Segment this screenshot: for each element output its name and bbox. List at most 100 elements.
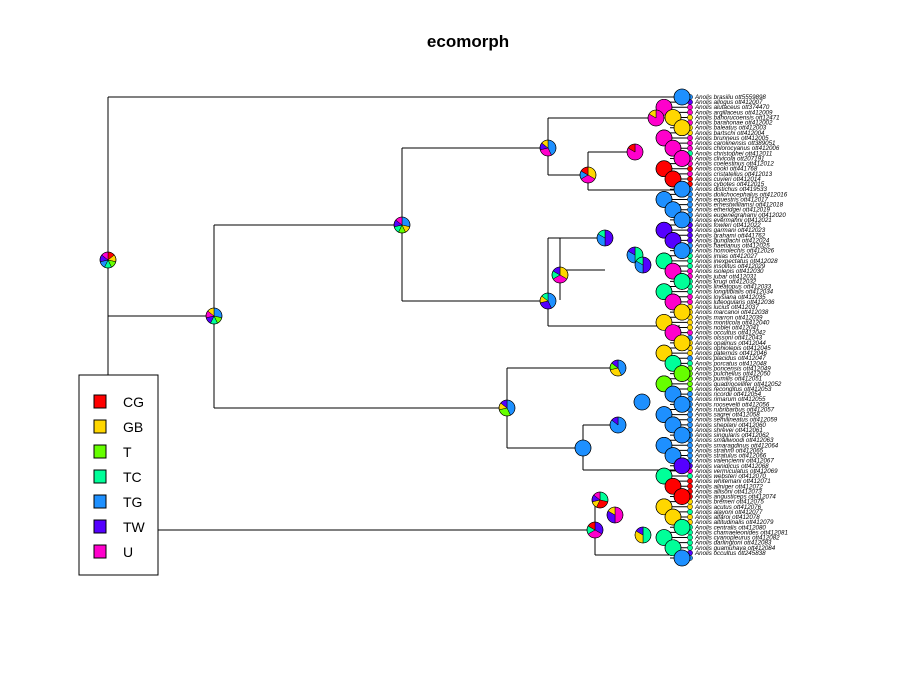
pie-outline [609,416,627,434]
tip-label: Anolis centralis ott412080 [694,524,766,531]
tip-label: Anolis altitudinalis ott412079 [694,519,774,526]
tip-state-dot [687,145,693,152]
tip-label: Anolis occultus ott412042 [694,330,766,337]
tip-state-dot [687,232,693,239]
tip-state-dot [687,539,693,546]
pie-outline [655,529,673,546]
pie-outline [655,344,673,362]
node-pie [579,166,597,184]
tip-label: Anolis fowleri ott412022 [694,222,761,229]
tip-label: Anolis marron ott412039 [694,314,763,321]
pie-outline [664,416,682,434]
tip-label: Anolis luteogularis ott412036 [694,299,775,306]
tip-label: Anolis homolechis ott412026 [694,248,775,255]
tip-label: Anolis guamuhaya ott412084 [694,545,776,552]
pie-outline [655,437,673,454]
tip-label: Anolis whitemani ott412071 [694,478,771,485]
tip-label: Anolis etheridgei ott412019 [694,207,771,214]
tip-label: Anolis angusticeps ott412074 [694,494,776,501]
pie-outline [655,283,673,300]
tip-label: Anolis jubar ott412031 [694,273,757,280]
pie-outline [574,439,592,457]
tip-state-dot [687,514,693,520]
tip-state-dot [687,534,693,541]
node-pie [205,307,223,325]
tip-pie [673,273,691,290]
pie-outline [551,266,569,284]
pie-outline [673,488,691,505]
tip-label: Anolis alayoni ott412077 [694,509,763,516]
tip-label: Anolis cuvieri ott412014 [694,176,761,183]
tip-state-dot [687,206,693,213]
node-pie [609,416,627,434]
pie-outline [673,396,691,413]
tip-state-dot [687,288,693,295]
pie-outline [655,498,673,516]
tip-state-dot [687,201,693,208]
legend-swatch [93,394,107,409]
legend-swatch [93,494,107,509]
pie-outline [673,426,691,444]
tip-label: Anolis dolichocephalus ott412016 [694,191,788,198]
pie-outline [664,262,682,280]
tip-label: Anolis porcatus ott412048 [694,360,767,367]
tip-label: Anolis opalinus ott412044 [694,340,766,347]
tip-pie [673,365,691,382]
tip-label: Anolis equestris ott412017 [694,196,768,203]
pie-outline [664,508,682,526]
tip-state-dot [687,170,693,177]
legend-label: U [123,544,133,560]
tip-state-dot [687,452,693,459]
pie-outline [634,526,652,544]
tip-state-dot [687,355,693,362]
pie-outline [664,324,682,341]
pie-outline [586,521,604,539]
tip-label: Anolis monticola ott412040 [694,319,770,326]
tip-state-dot [687,411,693,418]
tip-label: Anolis roosevelti ott412056 [694,401,770,408]
tip-pie [673,180,691,198]
tip-pie [673,211,691,229]
tip-label: Anolis ricordii ott412054 [694,391,762,398]
pie-outline [99,251,117,269]
tip-label: Anolis krugi ott412032 [694,278,757,285]
tip-label: Anolis websteri ott412070 [694,473,766,480]
pie-outline [664,139,682,157]
plot-title: ecomorph [427,32,509,51]
tip-pie [673,242,691,259]
pie-outline [673,365,691,382]
node-pie [498,399,516,417]
node-pie [634,256,652,274]
legend-label: T [123,444,132,460]
tip-label: Anolis allogus ott412007 [694,99,763,106]
pie-outline [655,314,673,331]
pie-outline [626,143,644,161]
tip-label: Anolis coelestinus ott412012 [694,161,774,168]
tip-state-dot [687,350,693,356]
tip-state-dot [687,447,693,454]
pie-slice-TW [642,256,652,274]
tip-label: Anolis eugenegrahami ott412020 [694,212,786,219]
tip-label: Anolis placidus ott412047 [694,355,766,362]
legend-label: TW [123,519,146,535]
pie-slice-TW [604,229,614,247]
tip-state-dot [687,360,693,367]
pie-outline [393,216,411,234]
legend-swatch [93,544,107,559]
legend-label: TC [123,469,142,485]
pie-outline [673,150,691,167]
pie-outline [664,232,682,249]
pie-outline [579,166,597,184]
tip-state-dot [687,442,693,449]
tip-label: Anolis rubribarbus ott412057 [694,406,775,413]
tip-state-dot [687,319,693,326]
tip-label: Anolis occultus ott245838 [694,550,766,557]
pie-outline [596,229,614,247]
legend: CG GB T TC TG TW U [78,374,159,576]
pie-outline [673,457,691,475]
tip-state-dot [687,421,693,428]
tip-label: Anolis ophiolepis ott412045 [694,345,771,352]
pie-outline [664,293,682,311]
tip-label: Anolis inexpectatus ott412028 [694,258,778,265]
